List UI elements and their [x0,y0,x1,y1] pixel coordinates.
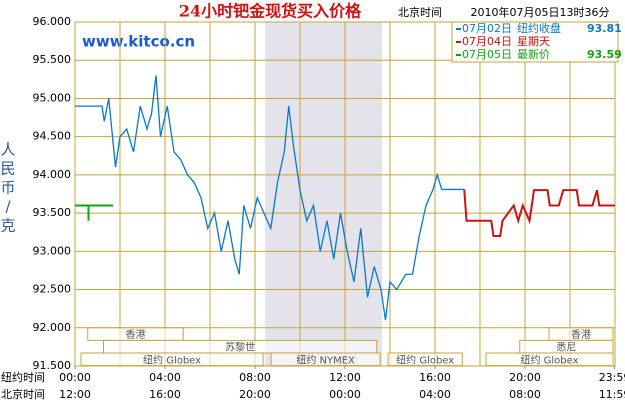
x2-tick-label: 00:00 [329,388,361,401]
y-label-char: 克 [0,217,15,235]
legend-note: 最新价 [517,47,550,61]
session-box [80,352,264,367]
legend-value: 93.81 [587,22,622,35]
x2-tick-label: 04:00 [419,388,451,401]
legend-label: 07月02日 [462,22,512,35]
legend-value: 93.59 [587,48,622,61]
y-label-char: 人 [0,141,15,159]
chart-title: 24小时钯金现货买入价格 [179,2,362,21]
session-label: 香港 [126,329,146,341]
x-tick-label: 00:00 [59,371,91,384]
y-axis-label: 人民币/克 [0,141,15,235]
y-tick-label: 96.000 [33,15,72,28]
y-tick-label: 94.000 [33,168,72,181]
session-label: 纽约 Globex [143,353,201,366]
subtitle: 北京时间 [398,5,442,19]
timestamp: 2010年07月05日13时36分 [471,5,610,19]
watermark: www.kitco.cn [82,33,195,51]
session-box [270,352,381,367]
y-tick-label: 93.000 [33,244,72,257]
x2-tick-label: 12:00 [59,388,91,401]
y-tick-label: 95.000 [33,91,72,104]
y-label-char: / [5,198,11,216]
session-label: 苏黎世 [225,341,255,354]
x2-tick-label: 08:00 [509,388,541,401]
session-box [485,352,614,367]
series-line [75,204,114,221]
session-label: 纽约 NYMEX [296,353,355,366]
x-tick-label: 20:00 [509,371,541,384]
y-label-char: 民 [0,160,15,178]
y-tick-label: 95.500 [33,53,72,66]
x-tick-label: 04:00 [149,371,181,384]
x-tick-label: 08:00 [239,371,271,384]
x-tick-label: 12:00 [329,371,361,384]
legend-label: 07月04日 [462,35,512,48]
y-tick-label: 92.500 [33,283,72,296]
shaded-band [265,22,383,366]
legend-label: 07月05日 [462,48,512,61]
x-axis-label: 纽约时间 [1,370,45,384]
session-label: 纽约 Globex [396,353,454,366]
y-tick-label: 92.000 [33,321,72,334]
x2-tick-label: 11:59 [599,388,625,401]
x2-tick-label: 16:00 [149,388,181,401]
y-label-char: 币 [0,179,15,197]
y-tick-label: 91.500 [33,359,72,372]
series-line [75,75,465,321]
session-label: 香港 [571,329,591,341]
x-tick-label: 16:00 [419,371,451,384]
session-label: 悉尼 [556,342,576,354]
y-tick-label: 93.500 [33,206,72,219]
session-label: 纽约 Globex [520,353,578,366]
session-box [387,352,463,367]
y-tick-label: 94.500 [33,130,72,143]
legend-box [451,21,619,63]
legend-note: 星期天 [517,35,550,48]
x2-axis-label: 北京时间 [1,387,45,401]
x-tick-label: 23:59 [599,371,625,384]
x2-tick-label: 20:00 [239,388,271,401]
legend-note: 纽约收盘 [517,21,561,35]
series-line [463,189,615,238]
